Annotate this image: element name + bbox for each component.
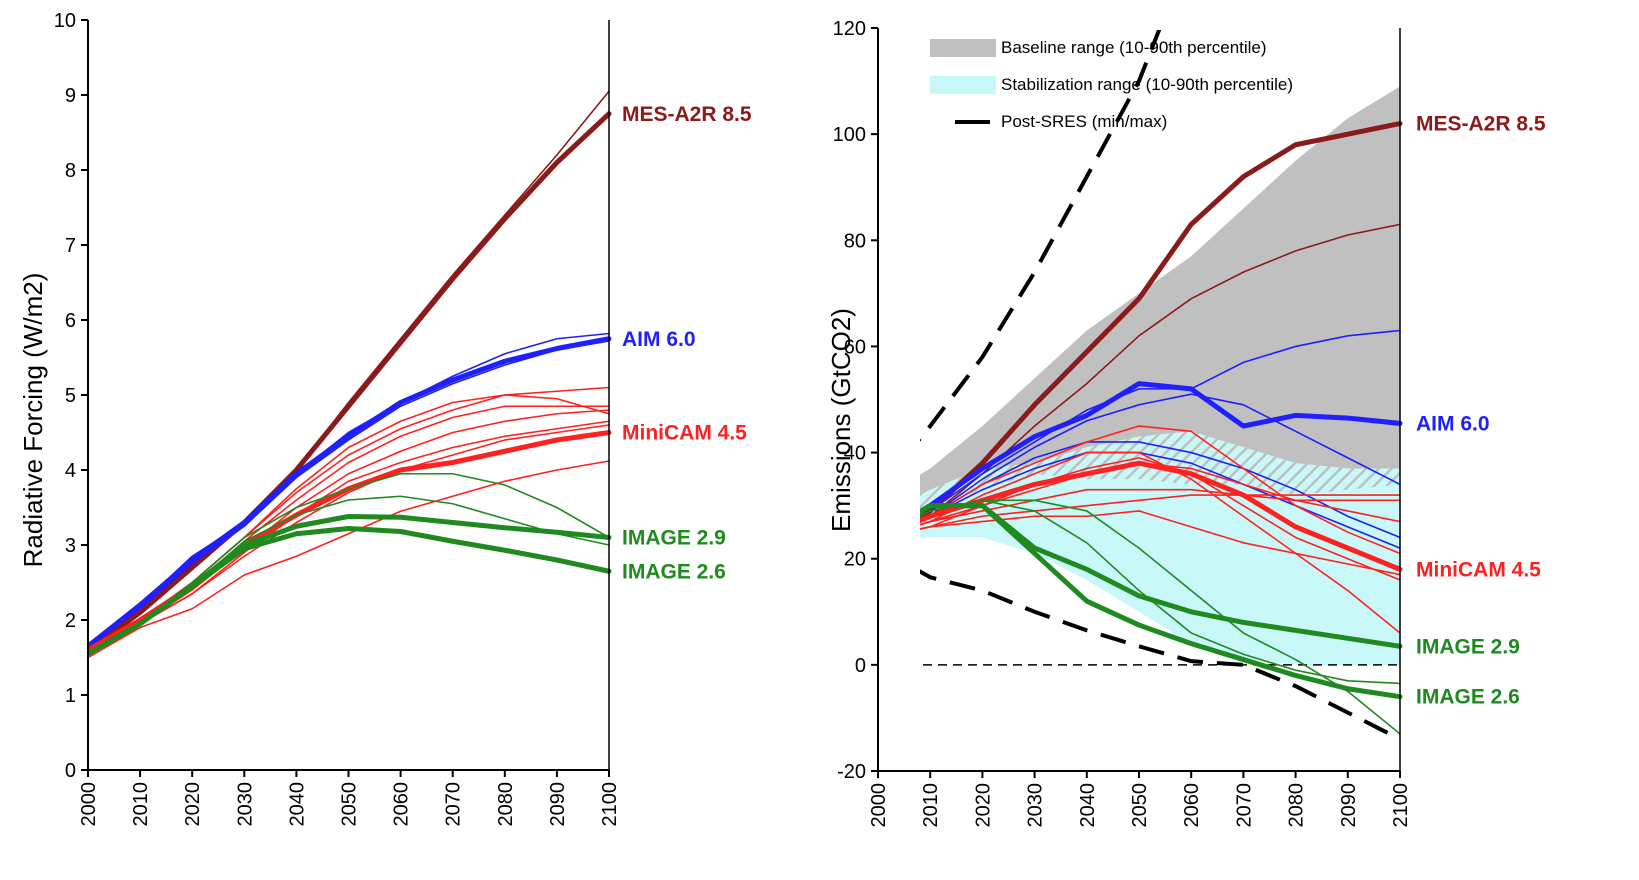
emissions-legend: Baseline range (10-90th percentile) Stab… <box>930 38 1293 131</box>
y-tick-label: -20 <box>837 761 866 783</box>
x-tick-label: 2050 <box>1129 783 1151 828</box>
y-tick-label: 9 <box>65 85 76 107</box>
scenario-label: AIM 6.0 <box>622 328 696 351</box>
x-tick-label: 2000 <box>78 782 100 827</box>
series-line-16 <box>88 495 610 655</box>
series-line-8 <box>88 394 610 655</box>
y-tick-label: 7 <box>65 235 76 257</box>
range-overlap-hatch <box>920 431 1400 509</box>
series-line-12 <box>920 494 1401 530</box>
x-tick-label: 2060 <box>391 782 413 827</box>
legend-stabilization-swatch <box>930 76 996 94</box>
x-tick-label: 2090 <box>1338 783 1360 828</box>
forcing-axes: 0 1 2 3 4 5 6 7 8 9 10 2000 2010 2020 2030 2040 2050 2060… <box>54 10 621 827</box>
y-tick-label: 8 <box>65 160 76 182</box>
x-tick-label: 2080 <box>495 782 517 827</box>
series-line-4 <box>920 329 1401 518</box>
forcing-series <box>88 90 612 659</box>
y-tick-label: 3 <box>65 535 76 557</box>
y-tick-label: 5 <box>65 385 76 407</box>
series-line-12 <box>88 424 610 655</box>
scenario-label: MiniCAM 4.5 <box>622 422 747 445</box>
legend-stabilization-label: Stabilization range (10-90th percentile) <box>1001 75 1293 94</box>
series-line-2 <box>920 223 1401 522</box>
post-sres-min-line <box>920 569 1401 741</box>
x-tick-label: 2070 <box>443 782 465 827</box>
y-tick-label: 4 <box>65 460 76 482</box>
y-tick-label: 2 <box>65 610 76 632</box>
y-tick-label: 10 <box>54 10 76 32</box>
x-tick-label: 2090 <box>547 782 569 827</box>
y-tick-label: 120 <box>833 18 866 40</box>
emissions-y-axis-label: Emissions (GtCO2) <box>826 308 856 532</box>
series-line-19 <box>920 499 1401 735</box>
x-tick-label: 2000 <box>868 783 890 828</box>
forcing-y-axis-label: Radiative Forcing (W/m2) <box>18 273 48 568</box>
scenario-label: IMAGE 2.9 <box>1416 635 1520 658</box>
y-tick-label: 60 <box>844 336 866 358</box>
legend-baseline-label: Baseline range (10-90th percentile) <box>1001 38 1267 57</box>
y-tick-label: 0 <box>65 760 76 782</box>
scenario-label: IMAGE 2.9 <box>622 527 726 550</box>
post-sres-max-line <box>920 30 1162 442</box>
emissions-series <box>920 30 1403 741</box>
legend-baseline-swatch <box>930 39 996 57</box>
series-line-7 <box>88 386 610 655</box>
x-tick-label: 2030 <box>1025 783 1047 828</box>
series-line-15 <box>920 510 1401 576</box>
y-tick-label: 100 <box>833 124 866 146</box>
scenario-label: MES-A2R 8.5 <box>1416 113 1546 136</box>
forcing-chart: 0 1 2 3 4 5 6 7 8 9 10 2000 2010 2020 2030 2040 2050 2060… <box>18 10 752 827</box>
series-line-10 <box>920 462 1401 526</box>
legend-post-sres-label: Post-SRES (min/max) <box>1001 112 1167 131</box>
series-line-2 <box>88 90 610 651</box>
y-tick-label: 6 <box>65 310 76 332</box>
series-line-17 <box>920 503 1403 700</box>
scenario-label: IMAGE 2.6 <box>622 560 726 583</box>
y-tick-label: 20 <box>844 549 866 571</box>
x-tick-label: 2070 <box>1233 783 1255 828</box>
scenario-label: MES-A2R 8.5 <box>622 103 752 126</box>
series-line-17 <box>88 472 610 655</box>
x-tick-label: 2100 <box>1390 783 1412 828</box>
x-tick-label: 2040 <box>1077 783 1099 828</box>
scenario-label: IMAGE 2.6 <box>1416 686 1520 709</box>
baseline-range-band <box>920 86 1400 509</box>
x-tick-label: 2080 <box>1286 783 1308 828</box>
y-tick-label: 80 <box>844 230 866 252</box>
series-line-5 <box>920 393 1401 522</box>
x-tick-label: 2030 <box>234 782 256 827</box>
x-tick-label: 2010 <box>920 783 942 828</box>
series-line-11 <box>920 488 1401 526</box>
series-line-3 <box>88 336 612 649</box>
series-line-9 <box>920 425 1401 555</box>
scenario-label: MiniCAM 4.5 <box>1416 558 1541 581</box>
x-tick-label: 2020 <box>182 782 204 827</box>
series-line-5 <box>88 340 610 648</box>
x-tick-label: 2020 <box>972 783 994 828</box>
y-tick-label: 40 <box>844 443 866 465</box>
x-tick-label: 2050 <box>339 782 361 827</box>
emissions-bands <box>920 86 1400 665</box>
forcing-scenario-labels: MES-A2R 8.5 AIM 6.0 MiniCAM 4.5 IMAGE 2.9 IM… <box>622 103 752 584</box>
x-tick-label: 2060 <box>1181 783 1203 828</box>
series-line-4 <box>88 332 610 648</box>
series-line-13 <box>920 457 1401 581</box>
series-line-1 <box>88 111 612 653</box>
emissions-scenario-labels: MES-A2R 8.5 AIM 6.0 MiniCAM 4.5 IMAGE 2.9 IM… <box>1416 113 1546 709</box>
series-line-3 <box>920 381 1403 515</box>
x-tick-label: 2010 <box>130 782 152 827</box>
series-line-13 <box>88 460 610 659</box>
x-tick-label: 2040 <box>286 782 308 827</box>
x-tick-label: 2100 <box>599 782 621 827</box>
scenario-label: AIM 6.0 <box>1416 412 1490 435</box>
y-tick-label: 1 <box>65 685 76 707</box>
y-tick-label: 0 <box>855 655 866 677</box>
